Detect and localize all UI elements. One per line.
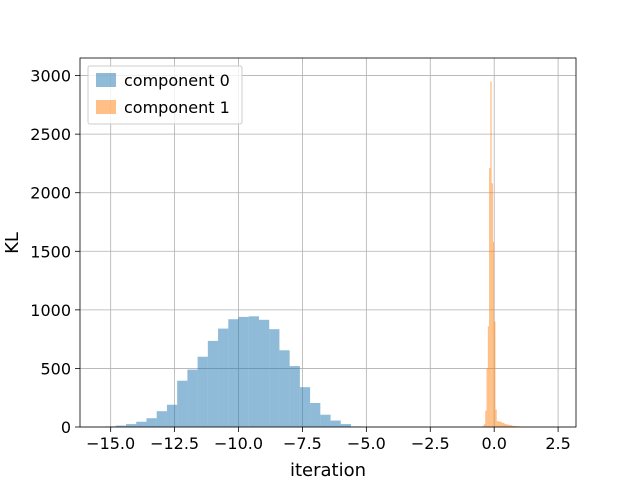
histogram-bar-component-1: [485, 410, 487, 427]
histogram-bar-component-1: [489, 168, 491, 427]
histogram-bar-component-0: [269, 329, 280, 427]
histogram-bar-component-1: [482, 425, 484, 427]
histogram-bar-component-0: [320, 414, 331, 427]
x-axis-label: iteration: [290, 460, 366, 480]
histogram-bar-component-1: [486, 368, 488, 427]
x-tick-label: −5.0: [347, 434, 386, 453]
histogram-bar-component-0: [156, 411, 167, 427]
histogram-bar-component-0: [289, 366, 300, 427]
histogram-bar-component-0: [228, 319, 239, 427]
histogram-bar-component-0: [126, 424, 137, 427]
legend: component 0 component 1: [87, 65, 243, 125]
histogram-bar-component-0: [218, 328, 229, 427]
histogram-bar-component-0: [248, 316, 259, 427]
histogram-bar-component-0: [330, 420, 341, 427]
x-tick-label: 2.5: [545, 434, 570, 453]
bars: [105, 81, 533, 427]
legend-swatch-component-1: [96, 100, 116, 114]
histogram-bar-component-1: [496, 421, 500, 427]
histogram-bar-component-1: [490, 81, 492, 427]
x-axis-ticks: −15.0 −12.5 −10.0 −7.5 −5.0 −2.5 0.0 2.5: [86, 427, 571, 453]
axes-frame: [79, 57, 577, 428]
histogram-bar-component-0: [166, 404, 178, 427]
histogram-bar-component-0: [177, 380, 188, 427]
y-tick-label: 0: [61, 418, 71, 437]
histogram-bar-component-1: [506, 424, 510, 427]
x-tick-label: −2.5: [411, 434, 450, 453]
x-tick-label: −7.5: [283, 434, 322, 453]
x-tick-label: −10.0: [214, 434, 263, 453]
histogram-bar-component-0: [299, 387, 311, 427]
histogram-bar-component-0: [238, 316, 249, 427]
histogram-bar-component-0: [258, 319, 270, 427]
y-axis-ticks: 0 500 1000 1500 2000 2500 3000: [30, 67, 80, 437]
histogram-bar-component-1: [492, 241, 495, 427]
legend-label-component-1: component 1: [124, 98, 230, 117]
legend-label-component-0: component 0: [124, 71, 230, 90]
histogram-bar-component-0: [187, 369, 198, 427]
histogram-bar-component-1: [491, 183, 493, 427]
histogram-bar-component-1: [483, 424, 486, 427]
histogram-bar-component-0: [207, 340, 219, 427]
y-tick-label: 1500: [30, 242, 71, 261]
y-tick-label: 1000: [30, 301, 71, 320]
histogram-bar-component-0: [310, 402, 321, 427]
legend-frame: [87, 65, 243, 125]
histogram-bar-component-1: [487, 326, 490, 427]
histogram-bar-component-1: [509, 425, 513, 427]
legend-swatch-component-0: [96, 73, 116, 87]
histogram-bar-component-1: [494, 321, 496, 427]
histogram-bar-component-0: [115, 425, 127, 427]
histogram-bar-component-1: [495, 409, 497, 427]
histogram-bar-component-1: [514, 426, 518, 427]
y-tick-label: 2000: [30, 184, 71, 203]
y-tick-label: 500: [40, 359, 71, 378]
y-tick-label: 3000: [30, 67, 71, 86]
x-tick-label: −15.0: [86, 434, 135, 453]
histogram-bar-component-1: [499, 421, 502, 427]
y-tick-label: 2500: [30, 125, 71, 144]
histogram-bar-component-1: [501, 422, 505, 427]
x-tick-label: −12.5: [150, 434, 199, 453]
histogram-bar-component-0: [197, 356, 208, 427]
histogram-bar-component-0: [146, 418, 157, 427]
x-tick-label: 0.0: [481, 434, 506, 453]
histogram-bar-component-0: [136, 421, 147, 427]
histogram-bar-component-1: [504, 424, 507, 427]
y-axis-label: KL: [2, 232, 23, 254]
histogram-bar-component-0: [340, 424, 352, 427]
histogram-bar-component-1: [512, 425, 515, 427]
histogram-bar-component-0: [279, 350, 290, 427]
